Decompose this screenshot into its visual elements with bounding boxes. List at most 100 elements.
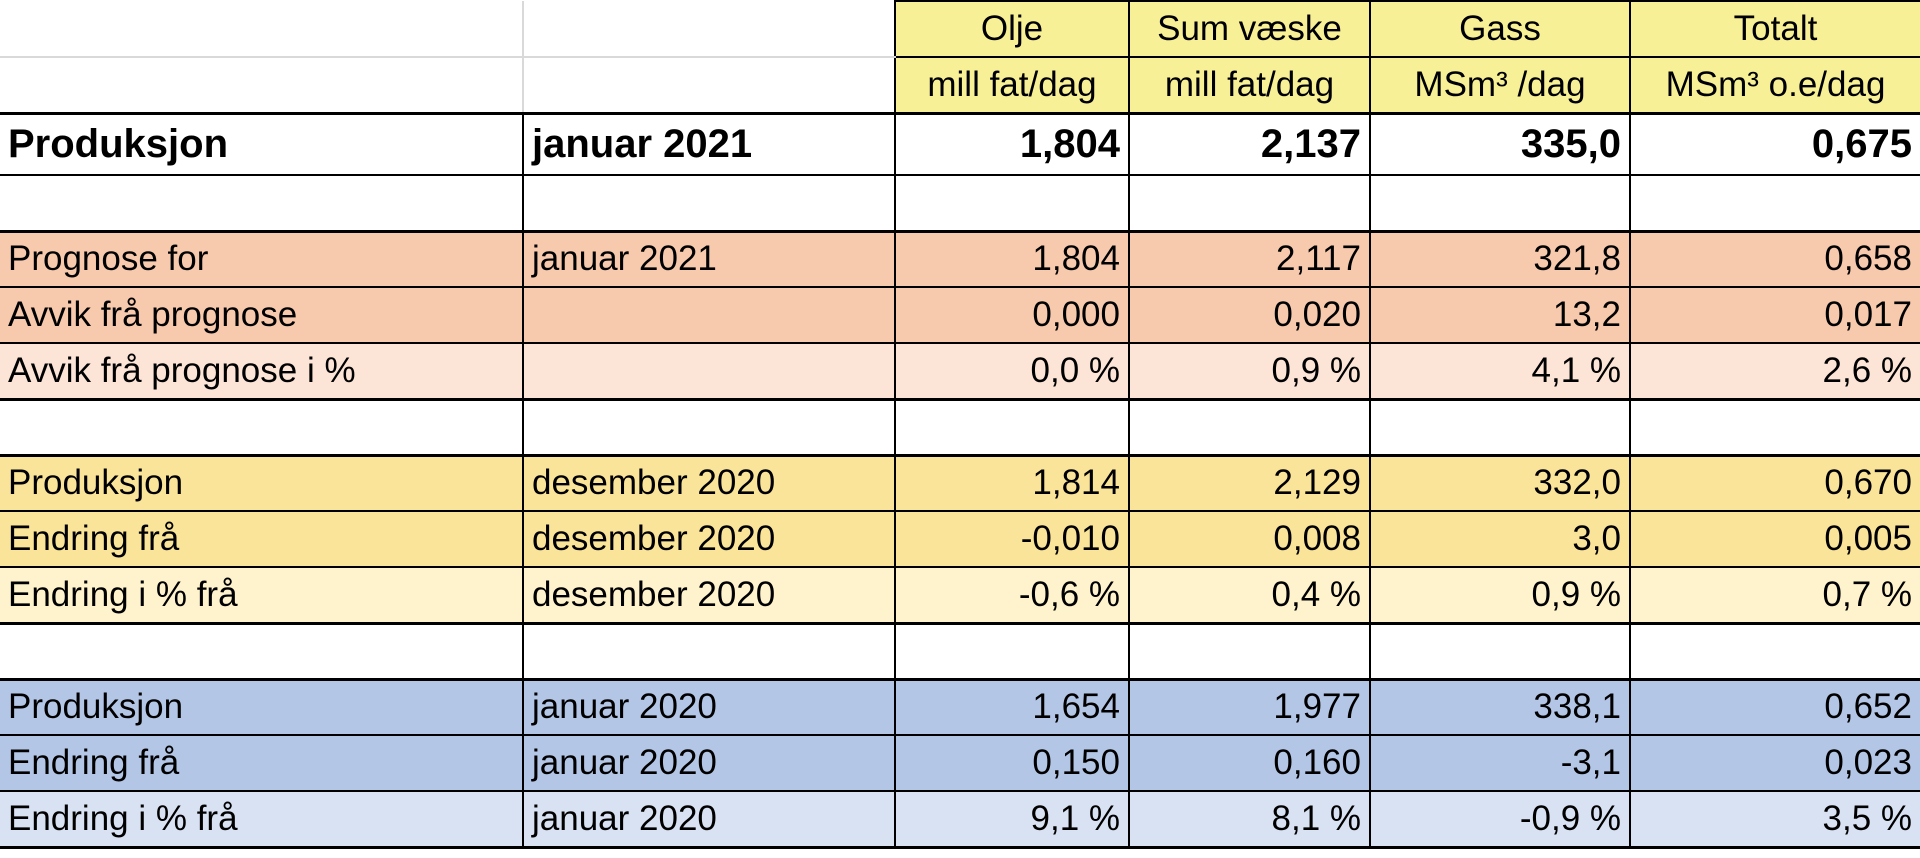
empty-cell[interactable] (895, 175, 1130, 233)
value-gass[interactable]: 335,0 (1370, 113, 1631, 176)
value-totalt[interactable]: 3,5 % (1630, 791, 1920, 849)
unit-header-sum-vaeske[interactable]: mill fat/dag (1129, 57, 1371, 115)
row-label[interactable]: Produksjon (0, 679, 524, 736)
value-sum-vaeske[interactable]: 0,020 (1129, 287, 1371, 344)
row-label[interactable]: Prognose for (0, 231, 524, 288)
empty-cell[interactable] (523, 175, 896, 233)
empty-cell[interactable] (1630, 399, 1920, 457)
value-sum-vaeske[interactable]: 2,129 (1129, 455, 1371, 512)
row-period[interactable] (523, 343, 896, 401)
unit-header-totalt[interactable]: MSm³ o.e/dag (1630, 57, 1920, 115)
value-totalt[interactable]: 0,675 (1630, 113, 1920, 176)
row-period[interactable]: januar 2021 (523, 113, 896, 176)
row-label[interactable]: Avvik frå prognose (0, 287, 524, 344)
empty-cell[interactable] (0, 1, 524, 58)
value-olje[interactable]: 1,654 (895, 679, 1130, 736)
row-label[interactable]: Endring frå (0, 511, 524, 568)
empty-cell[interactable] (1630, 623, 1920, 681)
empty-cell[interactable] (0, 175, 524, 233)
value-gass[interactable]: 4,1 % (1370, 343, 1631, 401)
value-olje[interactable]: 0,000 (895, 287, 1130, 344)
empty-cell[interactable] (0, 57, 524, 115)
row-label[interactable]: Endring frå (0, 735, 524, 792)
forecast-deviation-pct-row: Avvik frå prognose i % 0,0 % 0,9 % 4,1 %… (0, 343, 1920, 401)
empty-cell[interactable] (523, 57, 896, 115)
empty-cell[interactable] (1129, 175, 1371, 233)
row-period[interactable]: januar 2020 (523, 791, 896, 849)
column-header-sum-vaeske[interactable]: Sum væske (1129, 0, 1371, 58)
empty-cell[interactable] (1370, 623, 1631, 681)
unit-header-olje[interactable]: mill fat/dag (895, 57, 1130, 115)
row-period[interactable]: januar 2020 (523, 679, 896, 736)
value-gass[interactable]: 332,0 (1370, 455, 1631, 512)
value-olje[interactable]: 9,1 % (895, 791, 1130, 849)
row-label[interactable]: Endring i % frå (0, 567, 524, 625)
empty-cell[interactable] (523, 399, 896, 457)
empty-cell[interactable] (1370, 175, 1631, 233)
value-sum-vaeske[interactable]: 0,9 % (1129, 343, 1371, 401)
forecast-deviation-row: Avvik frå prognose 0,000 0,020 13,2 0,01… (0, 287, 1920, 344)
column-header-totalt[interactable]: Totalt (1630, 0, 1920, 58)
value-totalt[interactable]: 0,017 (1630, 287, 1920, 344)
row-label[interactable]: Produksjon (0, 455, 524, 512)
forecast-row: Prognose for januar 2021 1,804 2,117 321… (0, 231, 1920, 288)
row-label[interactable]: Endring i % frå (0, 791, 524, 849)
value-gass[interactable]: 13,2 (1370, 287, 1631, 344)
empty-cell[interactable] (523, 1, 896, 58)
value-olje[interactable]: 1,804 (895, 231, 1130, 288)
value-olje[interactable]: -0,6 % (895, 567, 1130, 625)
value-totalt[interactable]: 2,6 % (1630, 343, 1920, 401)
value-sum-vaeske[interactable]: 0,4 % (1129, 567, 1371, 625)
value-totalt[interactable]: 0,652 (1630, 679, 1920, 736)
value-gass[interactable]: 3,0 (1370, 511, 1631, 568)
value-sum-vaeske[interactable]: 1,977 (1129, 679, 1371, 736)
value-gass[interactable]: 338,1 (1370, 679, 1631, 736)
unit-header-gass[interactable]: MSm³ /dag (1370, 57, 1631, 115)
row-period[interactable]: desember 2020 (523, 455, 896, 512)
spacer-row (0, 399, 1920, 457)
empty-cell[interactable] (523, 623, 896, 681)
row-label[interactable]: Produksjon (0, 113, 524, 176)
value-gass[interactable]: -3,1 (1370, 735, 1631, 792)
prev-month-change-pct-row: Endring i % frå desember 2020 -0,6 % 0,4… (0, 567, 1920, 625)
empty-cell[interactable] (0, 623, 524, 681)
value-gass[interactable]: 321,8 (1370, 231, 1631, 288)
value-sum-vaeske[interactable]: 2,117 (1129, 231, 1371, 288)
empty-cell[interactable] (1630, 175, 1920, 233)
row-period[interactable]: desember 2020 (523, 511, 896, 568)
value-totalt[interactable]: 0,005 (1630, 511, 1920, 568)
empty-cell[interactable] (895, 623, 1130, 681)
value-totalt[interactable]: 0,023 (1630, 735, 1920, 792)
value-gass[interactable]: -0,9 % (1370, 791, 1631, 849)
value-olje[interactable]: 1,814 (895, 455, 1130, 512)
row-period[interactable] (523, 287, 896, 344)
empty-cell[interactable] (1129, 399, 1371, 457)
value-olje[interactable]: 0,0 % (895, 343, 1130, 401)
row-period[interactable]: desember 2020 (523, 567, 896, 625)
value-sum-vaeske[interactable]: 0,160 (1129, 735, 1371, 792)
row-period[interactable]: januar 2021 (523, 231, 896, 288)
value-totalt[interactable]: 0,658 (1630, 231, 1920, 288)
prev-year-change-row: Endring frå januar 2020 0,150 0,160 -3,1… (0, 735, 1920, 792)
empty-cell[interactable] (895, 399, 1130, 457)
prev-month-change-row: Endring frå desember 2020 -0,010 0,008 3… (0, 511, 1920, 568)
value-olje[interactable]: 1,804 (895, 113, 1130, 176)
column-header-gass[interactable]: Gass (1370, 0, 1631, 58)
row-label[interactable]: Avvik frå prognose i % (0, 343, 524, 401)
empty-cell[interactable] (1129, 623, 1371, 681)
row-period[interactable]: januar 2020 (523, 735, 896, 792)
value-sum-vaeske[interactable]: 0,008 (1129, 511, 1371, 568)
empty-cell[interactable] (0, 399, 524, 457)
column-header-olje[interactable]: Olje (895, 0, 1130, 58)
header-row-names: Olje Sum væske Gass Totalt (0, 0, 1920, 58)
empty-cell[interactable] (1370, 399, 1631, 457)
value-sum-vaeske[interactable]: 8,1 % (1129, 791, 1371, 849)
prev-month-production-row: Produksjon desember 2020 1,814 2,129 332… (0, 455, 1920, 512)
value-olje[interactable]: -0,010 (895, 511, 1130, 568)
value-totalt[interactable]: 0,7 % (1630, 567, 1920, 625)
value-sum-vaeske[interactable]: 2,137 (1129, 113, 1371, 176)
value-totalt[interactable]: 0,670 (1630, 455, 1920, 512)
value-olje[interactable]: 0,150 (895, 735, 1130, 792)
value-gass[interactable]: 0,9 % (1370, 567, 1631, 625)
